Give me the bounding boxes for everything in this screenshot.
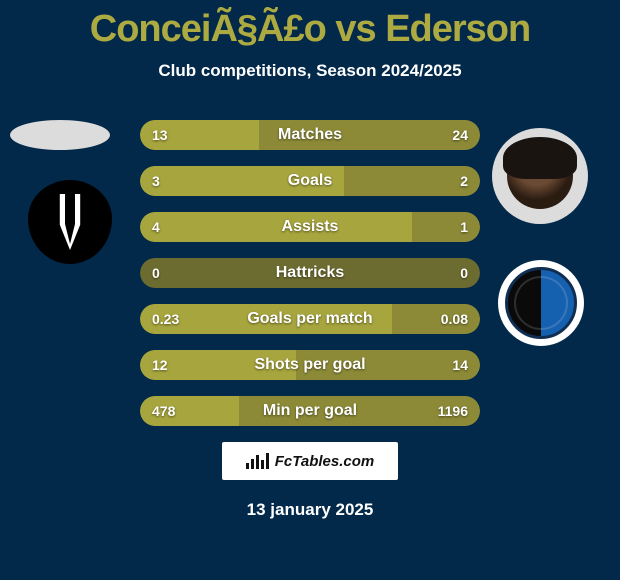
stat-row: 4781196Min per goal bbox=[140, 396, 480, 426]
bar-chart-icon bbox=[246, 453, 269, 469]
page-subtitle: Club competitions, Season 2024/2025 bbox=[0, 61, 620, 81]
footer-brand-logo: FcTables.com bbox=[222, 442, 398, 480]
stat-row: 41Assists bbox=[140, 212, 480, 242]
stat-label: Goals per match bbox=[140, 304, 480, 334]
stat-label: Goals bbox=[140, 166, 480, 196]
stat-row: 1214Shots per goal bbox=[140, 350, 480, 380]
atalanta-badge-icon bbox=[505, 267, 577, 339]
stat-label: Hattricks bbox=[140, 258, 480, 288]
footer-date: 13 january 2025 bbox=[0, 500, 620, 520]
page-title: ConceiÃ§Ã£o vs Ederson bbox=[0, 0, 620, 51]
stat-label: Min per goal bbox=[140, 396, 480, 426]
footer-brand-text: FcTables.com bbox=[275, 453, 374, 470]
player-1-club-badge bbox=[28, 180, 112, 264]
stat-row: 32Goals bbox=[140, 166, 480, 196]
stat-row: 1324Matches bbox=[140, 120, 480, 150]
stat-row: 00Hattricks bbox=[140, 258, 480, 288]
stat-label: Shots per goal bbox=[140, 350, 480, 380]
player-2-face-icon bbox=[507, 143, 573, 209]
juventus-badge-icon bbox=[28, 180, 112, 264]
player-1-avatar bbox=[10, 120, 110, 150]
stats-container: 1324Matches 32Goals 41Assists 00Hattricks 0.… bbox=[140, 120, 480, 442]
stat-row: 0.230.08Goals per match bbox=[140, 304, 480, 334]
stat-label: Assists bbox=[140, 212, 480, 242]
player-2-club-badge bbox=[498, 260, 584, 346]
stat-label: Matches bbox=[140, 120, 480, 150]
player-2-avatar bbox=[492, 128, 588, 224]
